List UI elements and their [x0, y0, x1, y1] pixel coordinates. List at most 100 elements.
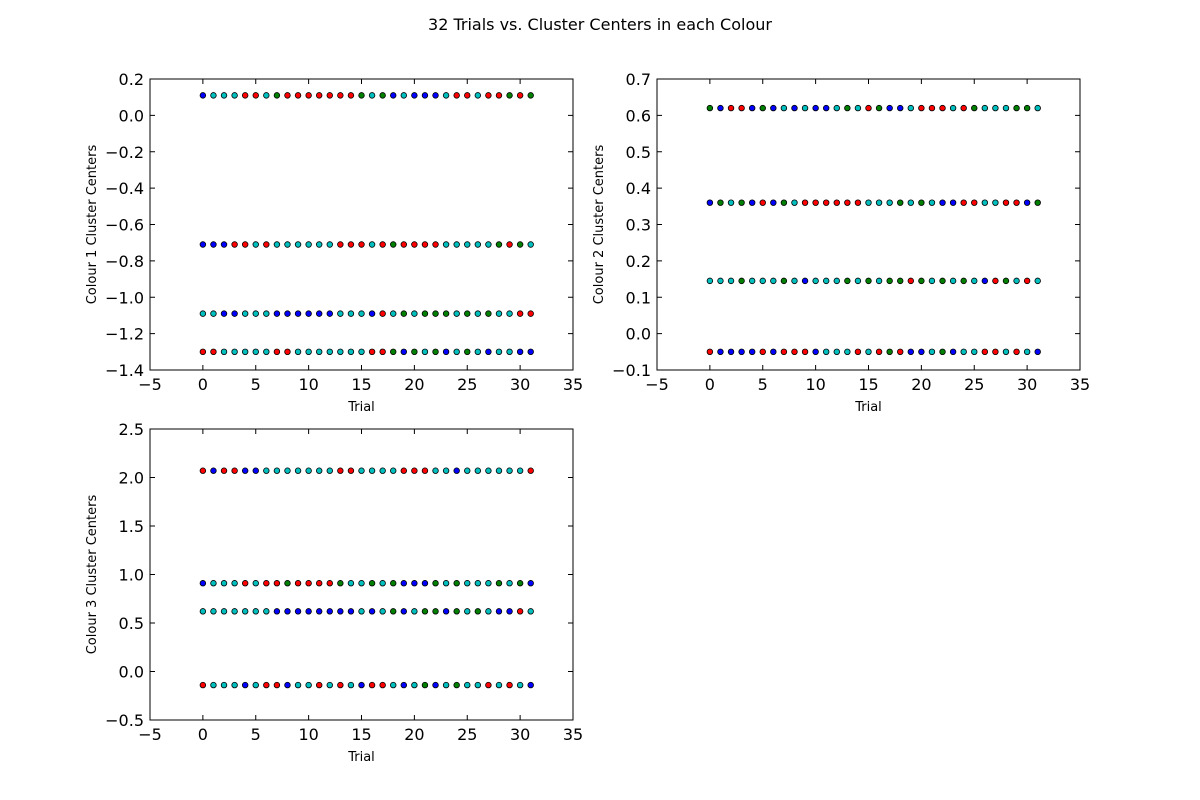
data-point: [812, 199, 819, 206]
data-point: [379, 608, 386, 615]
subplot-2: −5 0 5 10 15 20 25 30 35 −0.1 0.0 0.1 0.2 0.3 0.4 0.5 0.…: [592, 70, 1090, 415]
data-point: [316, 608, 323, 615]
x-tick-label: 25: [457, 725, 477, 744]
y-axis-label: Colour 2 Cluster Centers: [592, 145, 607, 305]
x-tick-label: 20: [911, 375, 931, 394]
data-point: [252, 580, 259, 587]
data-point: [421, 580, 429, 587]
data-point: [400, 310, 407, 317]
data-point: [748, 277, 756, 285]
x-tick-label: 15: [351, 725, 371, 744]
data-point: [347, 681, 355, 689]
data-point: [516, 348, 524, 356]
data-point: [844, 277, 851, 285]
x-tick-label: −5: [138, 725, 162, 744]
data-point: [305, 241, 312, 248]
data-point: [464, 580, 471, 587]
data-point: [495, 580, 503, 587]
data-point: [231, 580, 238, 587]
data-point: [241, 310, 249, 317]
data-point: [971, 104, 978, 112]
data-point: [294, 348, 302, 356]
data-point: [263, 580, 270, 587]
data-point: [400, 580, 407, 587]
data-point: [231, 608, 238, 615]
data-point: [199, 348, 207, 356]
data-point: [432, 241, 439, 248]
data-point: [273, 92, 281, 99]
data-point: [474, 241, 482, 248]
data-point: [748, 199, 756, 206]
data-point: [759, 348, 766, 356]
x-tick-label: −5: [138, 375, 162, 394]
data-point: [791, 348, 798, 356]
data-point: [390, 580, 397, 587]
y-tick-label: −1.2: [105, 325, 144, 344]
data-point: [263, 681, 270, 689]
data-point: [294, 608, 302, 615]
y-tick-label: 0.6: [626, 106, 651, 125]
data-point: [400, 348, 407, 356]
data-point: [981, 104, 989, 112]
data-point: [485, 310, 492, 317]
data-point: [706, 277, 714, 285]
data-point: [326, 681, 333, 689]
y-tick-label: 0.0: [626, 325, 651, 344]
x-tick-label: 15: [351, 375, 371, 394]
data-point: [516, 310, 524, 317]
data-point: [464, 348, 471, 356]
data-point: [527, 467, 534, 474]
data-point: [347, 92, 355, 99]
data-point: [263, 348, 270, 356]
data-point: [727, 199, 735, 206]
data-point: [220, 608, 228, 615]
data-point: [358, 467, 365, 474]
data-point: [823, 199, 830, 206]
data-point: [231, 681, 238, 689]
data-point: [495, 241, 503, 248]
data-point: [527, 681, 534, 689]
data-point: [358, 241, 365, 248]
data-point: [358, 92, 365, 99]
data-point: [326, 348, 333, 356]
y-tick-label: 0.7: [626, 70, 651, 89]
data-point: [284, 467, 291, 474]
data-point: [981, 277, 989, 285]
data-point: [474, 580, 482, 587]
data-point: [231, 92, 238, 99]
data-point: [220, 310, 228, 317]
data-point: [928, 348, 936, 356]
data-point: [918, 277, 925, 285]
x-axis-label: Trial: [347, 750, 375, 765]
data-point: [284, 92, 291, 99]
data-point: [400, 608, 407, 615]
y-tick-label: −0.2: [105, 143, 144, 162]
data-point: [854, 199, 862, 206]
data-point: [241, 608, 249, 615]
subplot-1: −5 0 5 10 15 20 25 30 35 −1.4 −1.2 −1.0 −0.8 −0.6 −0.4…: [85, 70, 583, 415]
data-point: [210, 310, 217, 317]
data-point: [485, 241, 492, 248]
data-point: [506, 348, 513, 356]
data-point: [738, 104, 745, 112]
data-point: [939, 277, 946, 285]
data-point: [897, 199, 904, 206]
data-point: [485, 348, 492, 356]
data-point: [780, 348, 788, 356]
data-point: [442, 92, 450, 99]
data-point: [527, 92, 534, 99]
y-tick-label: 1.5: [119, 517, 144, 536]
data-point: [358, 580, 365, 587]
data-point: [865, 277, 872, 285]
data-point: [305, 681, 312, 689]
data-point: [1013, 348, 1020, 356]
data-point: [231, 348, 238, 356]
data-point: [516, 580, 524, 587]
data-point: [1002, 104, 1010, 112]
data-point: [949, 277, 957, 285]
data-point: [390, 241, 397, 248]
data-point: [442, 241, 450, 248]
y-tick-label: −0.6: [105, 216, 144, 235]
data-point: [421, 467, 429, 474]
